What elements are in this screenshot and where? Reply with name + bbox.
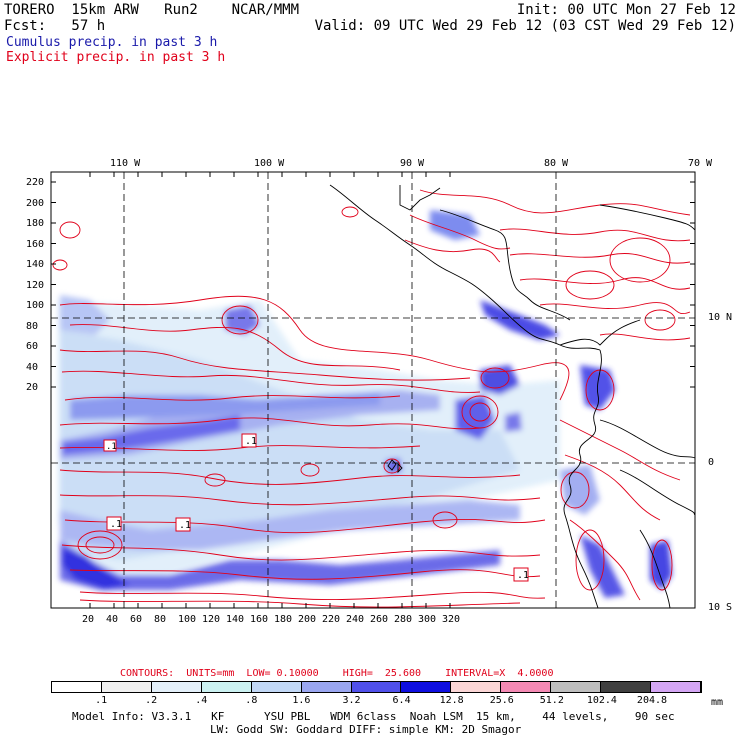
y-tick-label: 40 <box>26 361 39 373</box>
colorbar-swatch <box>651 682 701 692</box>
lat-label-10s: 10 S <box>708 602 733 613</box>
y-tick-label: 120 <box>26 279 45 291</box>
colorbar-label: 6.4 <box>392 695 411 706</box>
colorbar-swatch <box>501 682 552 692</box>
y-tick-label: 80 <box>26 320 39 332</box>
contours-info: CONTOURS: UNITS=mm LOW= 0.10000 HIGH= 25… <box>120 668 554 679</box>
colorbar-label: 1.6 <box>292 695 311 706</box>
model-info-line2: LW: Godd SW: Goddard DIFF: simple KM: 2D… <box>210 723 522 736</box>
y-tick-label: 140 <box>26 259 45 270</box>
lat-label-10n: 10 N <box>708 312 733 323</box>
y-tick-label: 160 <box>26 238 45 250</box>
colorbar-swatch <box>601 682 652 692</box>
model-info-line1: Model Info: V3.3.1 KF YSU PBL WDM 6class… <box>72 710 675 723</box>
box-label: .1 <box>106 516 122 531</box>
x-tick-label: 260 <box>370 614 389 625</box>
box-label: .1 <box>175 517 191 532</box>
box-label-text: .1 <box>179 520 191 531</box>
box-labels: .1 .1 .1 .1 .1 <box>103 433 529 582</box>
x-tick-label: 80 <box>154 614 167 625</box>
x-tick-label: 200 <box>298 614 317 625</box>
y-tick-label: 180 <box>26 218 45 229</box>
colorbar-swatch <box>351 682 402 692</box>
y-tick-label: 220 <box>26 177 45 188</box>
x-tick-label: 20 <box>82 614 95 625</box>
colorbar-swatch <box>52 682 102 692</box>
colorbar-labels: .1 .2 .4 .8 1.6 3.2 6.4 12.8 25.6 51.2 102.4 204.8 <box>0 695 740 707</box>
forecast-hour: Fcst: 57 h <box>4 18 106 34</box>
lon-label-90w: 90 W <box>400 158 425 169</box>
colorbar-swatch <box>151 682 202 692</box>
y-tick-label: 20 <box>26 382 39 393</box>
colorbar-label: 25.6 <box>489 695 514 706</box>
x-tick-label: 240 <box>346 614 365 625</box>
x-tick-label: 60 <box>130 614 143 625</box>
colorbar-label: 204.8 <box>636 695 668 706</box>
x-tick-label: 140 <box>226 614 245 625</box>
x-tick-label: 100 <box>178 614 197 625</box>
colorbar-swatch <box>201 682 252 692</box>
colorbar-label: 51.2 <box>539 695 564 706</box>
colorbar-units: mm <box>711 697 724 708</box>
lon-label-80w: 80 W <box>544 158 569 169</box>
explicit-legend: Explicit precip. in past 3 h <box>6 50 226 65</box>
box-label-text: .1 <box>245 436 257 447</box>
lon-label-100w: 100 W <box>254 158 285 169</box>
colorbar-label: .2 <box>145 695 158 706</box>
x-tick-label: 180 <box>274 614 293 625</box>
box-label: .1 <box>513 567 529 582</box>
colorbar-label: .4 <box>195 695 208 706</box>
latlon-grid <box>51 172 695 608</box>
x-tick-label: 160 <box>250 614 269 625</box>
cumulus-legend: Cumulus precip. in past 3 h <box>6 35 218 50</box>
valid-time: Valid: 09 UTC Wed 29 Feb 12 (03 CST Wed … <box>314 18 736 34</box>
colorbar-swatch <box>451 682 502 692</box>
coastlines <box>329 184 695 608</box>
box-label: .1 <box>241 433 257 448</box>
x-tick-label: 300 <box>418 614 437 625</box>
x-tick-label: 40 <box>106 614 119 625</box>
box-label-text: .1 <box>106 442 117 452</box>
x-tick-label: 220 <box>322 614 341 625</box>
init-time: Init: 00 UTC Mon 27 Feb 12 <box>516 2 736 18</box>
x-tick-label: 120 <box>202 614 221 625</box>
box-label: .1 <box>103 439 117 452</box>
x-tick-label: 280 <box>394 614 413 625</box>
axis-ticks <box>51 172 695 608</box>
lon-label-110w: 110 W <box>110 158 141 169</box>
cumulus-precip-shading <box>58 210 672 598</box>
lat-label-0: 0 <box>708 457 715 468</box>
y-tick-label: 60 <box>26 341 39 352</box>
colorbar-label: .1 <box>95 695 108 706</box>
colorbar-swatch <box>251 682 302 692</box>
colorbar <box>51 681 702 693</box>
x-tick-label: 320 <box>442 614 461 625</box>
y-tick-label: 200 <box>26 197 45 209</box>
colorbar-label: .8 <box>245 695 258 706</box>
colorbar-label: 12.8 <box>439 695 464 706</box>
explicit-precip-contours <box>52 189 691 608</box>
box-label-text: .1 <box>110 519 122 530</box>
y-tick-label: 100 <box>26 300 45 311</box>
colorbar-swatch <box>401 682 452 692</box>
colorbar-label: 3.2 <box>342 695 361 706</box>
lon-label-70w: 70 W <box>688 158 713 169</box>
colorbar-label: 102.4 <box>586 695 617 706</box>
model-title: TORERO 15km ARW Run2 NCAR/MMM <box>4 2 300 18</box>
colorbar-swatch <box>101 682 152 692</box>
colorbar-swatch <box>301 682 352 692</box>
box-label-text: .1 <box>517 570 529 581</box>
colorbar-swatch <box>551 682 602 692</box>
